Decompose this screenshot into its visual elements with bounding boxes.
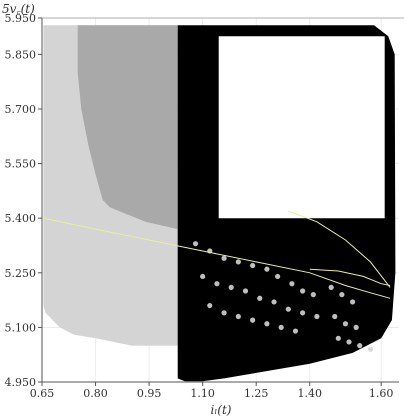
series-layer — [43, 210, 391, 299]
y-tick-label: 5.850 — [5, 48, 37, 61]
x-tick-label: 1.40 — [298, 387, 323, 400]
light-speck-point — [192, 241, 199, 247]
x-axis-label: iₗ(t) — [211, 403, 232, 417]
dark-speck-point — [296, 263, 302, 268]
light-speck-point — [314, 313, 320, 320]
y-tick-label: 5.700 — [5, 103, 37, 116]
light-speck-point — [257, 295, 263, 301]
dark-speck-point — [246, 325, 252, 330]
y-tick-label: 5.100 — [5, 321, 37, 334]
dark-speck-point — [268, 256, 273, 261]
mid-gray-region — [77, 25, 178, 230]
y-tick-label: 5.400 — [5, 212, 37, 225]
x-tick-label: 0.80 — [83, 387, 108, 400]
light-speck-point — [242, 288, 249, 294]
trajectory-line — [43, 217, 391, 299]
x-tick-label: 0.95 — [137, 387, 162, 400]
light-speck-point — [207, 302, 213, 309]
light-speck-point — [228, 284, 234, 290]
x-tick-label: 1.60 — [369, 387, 394, 400]
light-speck-point — [349, 299, 356, 305]
x-tick-label: 1.25 — [244, 387, 269, 400]
light-speck-point — [328, 284, 334, 290]
dark-speck-point — [196, 234, 202, 239]
dark-speck-point — [225, 241, 230, 246]
trajectory-line — [309, 268, 391, 286]
light-speck-point — [235, 313, 241, 320]
light-speck-point — [339, 292, 345, 298]
dark-speck-point — [275, 332, 280, 337]
dark-speck-point — [218, 321, 223, 326]
dark-speck-point — [254, 252, 259, 257]
x-tick-label: 1.10 — [190, 387, 215, 400]
light-speck-point — [275, 273, 281, 280]
light-speck-point — [271, 299, 277, 305]
light-speck-point — [278, 324, 284, 330]
light-speck-point — [250, 262, 256, 269]
light-speck-point — [300, 310, 306, 316]
light-speck-point — [353, 324, 359, 330]
light-speck-point — [346, 339, 352, 345]
light-speck-point — [342, 321, 349, 327]
light-speck-point — [332, 313, 338, 320]
light-speck-point — [292, 328, 299, 334]
x-tick-label: 0.65 — [30, 387, 55, 400]
light-speck-point — [264, 321, 270, 327]
trajectory-line — [288, 210, 391, 288]
dark-speck-point — [261, 328, 266, 334]
dark-speck-point — [282, 259, 287, 265]
dark-speck-point — [232, 325, 237, 330]
light-speck-point — [310, 292, 316, 298]
light-speck-point — [264, 266, 270, 272]
y-tick-label: 5.950 — [5, 12, 37, 25]
dark-speck-point — [211, 237, 216, 243]
light-speck-point — [367, 346, 374, 352]
dark-speck-point — [204, 317, 209, 323]
region-layer — [43, 25, 396, 382]
tick-layer: 0.65 0.80 0.95 1.10 1.25 1.40 1.60 4.950 5.100 5.… — [5, 12, 394, 400]
axis-layer — [41, 17, 404, 383]
light-speck-point — [357, 343, 363, 349]
y-tick-label: 4.950 — [5, 376, 37, 389]
light-speck-point — [221, 255, 227, 261]
light-speck-point — [214, 281, 220, 287]
y-tick-label: 5.550 — [5, 158, 37, 171]
light-speck-point — [300, 288, 306, 294]
y-axis-label: 5v꜀(t) — [2, 2, 35, 16]
white-square — [218, 36, 385, 219]
dark-speck-point — [182, 339, 187, 345]
light-speck-point — [250, 317, 256, 323]
light-speck-point — [335, 335, 341, 341]
speck-layer — [182, 234, 374, 352]
y-tick-label: 5.250 — [5, 267, 37, 280]
light-speck-point — [200, 273, 206, 280]
dark-speck-point — [239, 248, 245, 254]
light-speck-point — [285, 306, 291, 312]
light-speck-point — [221, 310, 227, 316]
dark-speck-point — [193, 336, 198, 341]
light-speck-point — [289, 281, 295, 287]
light-speck-point — [235, 259, 241, 265]
